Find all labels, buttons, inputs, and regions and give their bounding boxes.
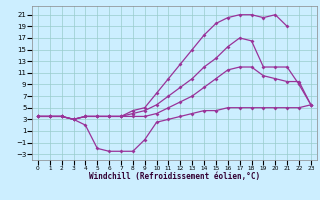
X-axis label: Windchill (Refroidissement éolien,°C): Windchill (Refroidissement éolien,°C) — [89, 172, 260, 181]
